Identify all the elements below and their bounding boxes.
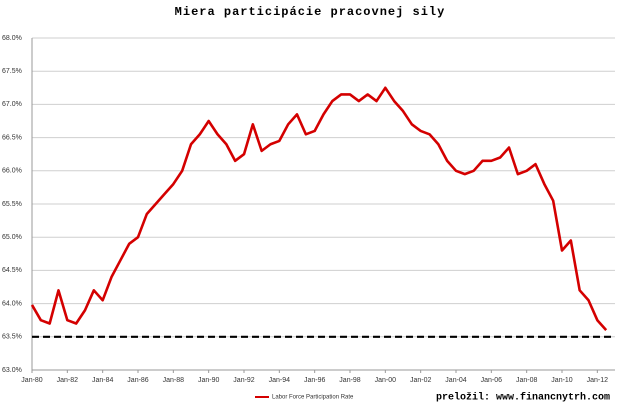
y-tick-label: 64.5%	[2, 267, 22, 274]
x-tick-label: Jan-98	[339, 377, 361, 384]
chart-title: Miera participácie pracovnej sily	[175, 5, 446, 19]
x-tick-label: Jan-04	[445, 377, 467, 384]
x-tick-label: Jan-94	[269, 377, 291, 384]
x-tick-label: Jan-82	[57, 377, 79, 384]
data-line	[30, 86, 608, 332]
x-tick-label: Jan-88	[163, 377, 185, 384]
x-tick-label: Jan-86	[127, 377, 149, 384]
x-tick-label: Jan-80	[21, 377, 43, 384]
x-tick-label: Jan-92	[233, 377, 255, 384]
y-tick-label: 65.0%	[2, 234, 22, 241]
y-tick-label: 63.0%	[2, 367, 22, 374]
x-tick-label: Jan-08	[516, 377, 538, 384]
y-tick-label: 66.5%	[2, 134, 22, 141]
x-tick-label: Jan-06	[481, 377, 503, 384]
legend-label: Labor Force Participation Rate	[272, 395, 354, 401]
x-tick-label: Jan-12	[587, 377, 609, 384]
x-tick-label: Jan-10	[551, 377, 573, 384]
y-tick-label: 68.0%	[2, 35, 22, 42]
y-tick-label: 66.0%	[2, 168, 22, 175]
x-tick-label: Jan-90	[198, 377, 220, 384]
y-tick-label: 67.5%	[2, 68, 22, 75]
x-tick-label: Jan-02	[410, 377, 432, 384]
y-tick-label: 63.5%	[2, 334, 22, 341]
y-tick-label: 64.0%	[2, 300, 22, 307]
x-tick-label: Jan-96	[304, 377, 326, 384]
x-tick-label: Jan-84	[92, 377, 114, 384]
y-tick-label: 65.5%	[2, 201, 22, 208]
annotation: preložil: www.financnytrh.com	[436, 392, 610, 404]
y-tick-label: 67.0%	[2, 101, 22, 108]
x-tick-label: Jan-00	[375, 377, 397, 384]
